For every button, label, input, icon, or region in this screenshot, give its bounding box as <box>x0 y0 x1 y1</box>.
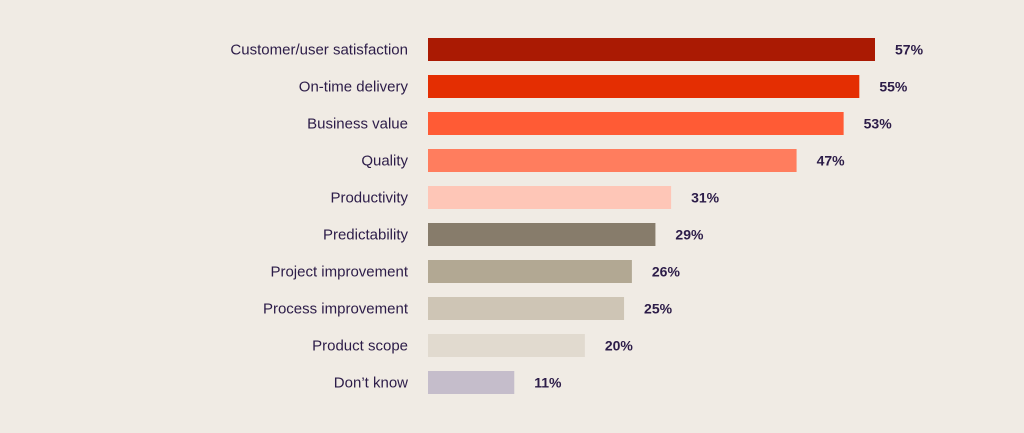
value-label: 57% <box>895 42 924 58</box>
bar <box>428 149 797 172</box>
category-label: Customer/user satisfaction <box>230 42 408 59</box>
bar <box>428 112 844 135</box>
value-label: 25% <box>644 301 673 317</box>
value-label: 53% <box>864 116 893 132</box>
bar <box>428 75 860 98</box>
bar <box>428 371 515 394</box>
value-label: 29% <box>675 227 704 243</box>
category-label: Quality <box>361 153 408 170</box>
category-label: Product scope <box>312 338 408 355</box>
category-label: Project improvement <box>270 264 408 281</box>
category-label: Business value <box>307 116 408 133</box>
value-label: 31% <box>691 190 720 206</box>
category-label: On-time delivery <box>299 79 409 96</box>
category-label: Don’t know <box>334 375 408 392</box>
bar <box>428 186 672 209</box>
bar <box>428 334 585 357</box>
category-label: Predictability <box>323 227 409 244</box>
category-label: Productivity <box>330 190 408 207</box>
value-label: 47% <box>817 153 846 169</box>
value-label: 11% <box>534 375 562 391</box>
bar <box>428 38 875 61</box>
bar <box>428 223 656 246</box>
bar <box>428 260 632 283</box>
value-label: 26% <box>652 264 681 280</box>
category-label: Process improvement <box>263 301 409 318</box>
bar <box>428 297 625 320</box>
value-label: 55% <box>879 79 908 95</box>
value-label: 20% <box>605 338 634 354</box>
